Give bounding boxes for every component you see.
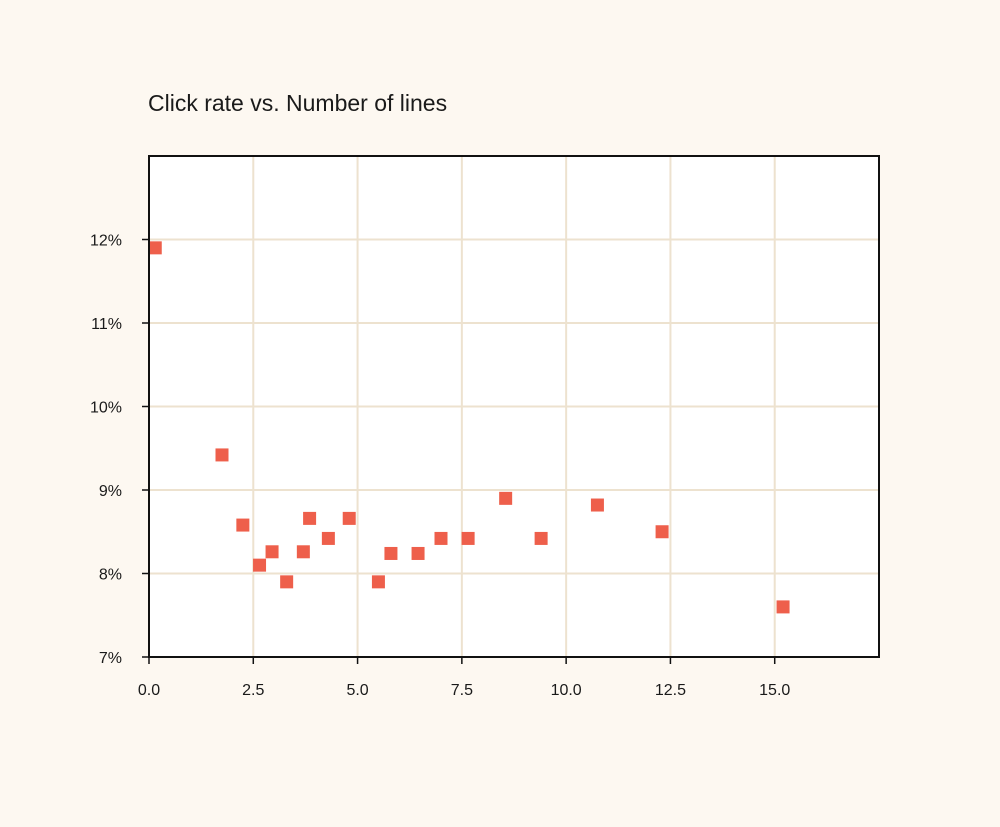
data-point [499, 491, 513, 505]
plot-frame [148, 155, 880, 658]
y-tick-label: 7% [99, 650, 122, 667]
data-point [342, 511, 356, 525]
data-point [655, 525, 669, 539]
data-point [590, 498, 604, 512]
x-tick-label: 7.5 [451, 682, 473, 699]
data-point [534, 531, 548, 545]
x-tick-label: 12.5 [655, 682, 686, 699]
data-point [265, 545, 279, 559]
data-point [253, 558, 267, 572]
data-point [280, 575, 294, 589]
x-tick-label: 0.0 [138, 682, 160, 699]
y-tick-label: 8% [99, 567, 122, 584]
data-point [411, 546, 425, 560]
data-point [776, 600, 790, 614]
data-point [236, 518, 250, 532]
data-point [461, 531, 475, 545]
data-point [434, 531, 448, 545]
data-point [148, 241, 162, 255]
grid-lines [149, 156, 879, 657]
data-point [296, 545, 310, 559]
data-point [321, 531, 335, 545]
x-tick-label: 10.0 [551, 682, 582, 699]
axes [142, 155, 880, 664]
data-point [303, 511, 317, 525]
tick-labels: 0.0 2.5 5.0 7.5 10.0 12.5 15.0 7% 8% 9% 10% 11% 12% [90, 233, 790, 700]
y-tick-label: 10% [90, 400, 122, 417]
data-points [148, 241, 790, 614]
y-tick-label: 12% [90, 233, 122, 250]
data-point [371, 575, 385, 589]
y-tick-label: 11% [91, 316, 122, 333]
x-tick-label: 15.0 [759, 682, 790, 699]
data-point [215, 448, 229, 462]
x-tick-label: 2.5 [242, 682, 264, 699]
x-tick-label: 5.0 [346, 682, 368, 699]
chart-title: Click rate vs. Number of lines [148, 90, 447, 116]
data-point [384, 546, 398, 560]
y-tick-label: 9% [99, 483, 122, 500]
